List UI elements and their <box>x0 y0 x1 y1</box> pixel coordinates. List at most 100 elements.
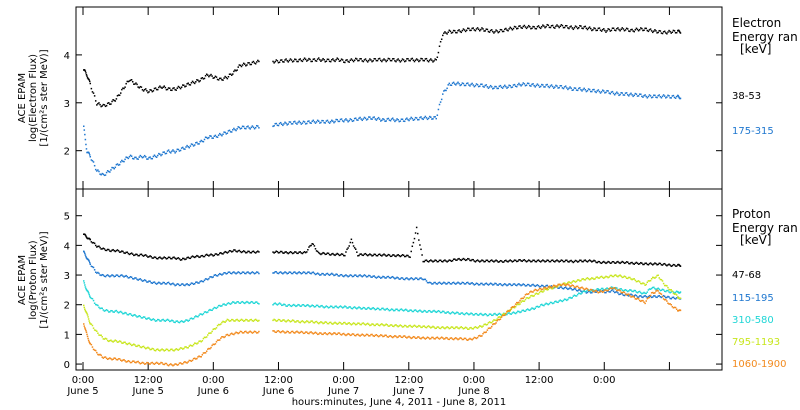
electron-point <box>164 86 167 89</box>
proton-point <box>123 341 125 344</box>
electron-point <box>237 126 239 128</box>
proton-point <box>322 251 324 254</box>
proton-point <box>276 330 279 332</box>
proton-point <box>171 283 173 285</box>
proton-point <box>240 318 243 321</box>
proton-point <box>310 244 312 247</box>
proton-point <box>569 287 571 289</box>
electron-point <box>415 58 418 60</box>
proton-point <box>516 284 518 287</box>
electron-point <box>304 58 307 61</box>
proton-point <box>370 333 372 336</box>
proton-point <box>189 283 192 286</box>
proton-point <box>92 327 95 329</box>
proton-point <box>438 327 441 330</box>
electron-point <box>301 122 304 124</box>
electron-point <box>420 57 422 60</box>
proton-point <box>199 340 201 342</box>
proton-point <box>358 274 360 277</box>
proton-point <box>282 319 284 321</box>
proton-point <box>496 314 498 316</box>
electron-point <box>245 127 247 130</box>
proton-point <box>447 326 449 329</box>
proton-point <box>172 320 174 322</box>
proton-point <box>220 337 222 339</box>
proton-point <box>603 290 605 293</box>
proton-point <box>662 289 665 291</box>
proton-point <box>235 302 237 304</box>
proton-point <box>88 260 90 262</box>
proton-point <box>498 312 501 315</box>
proton-point <box>428 309 431 312</box>
electron-point <box>398 59 401 62</box>
electron-point <box>88 80 91 83</box>
proton-point <box>410 325 412 328</box>
proton-point <box>126 343 129 346</box>
proton-point <box>493 323 495 325</box>
proton-point <box>322 306 324 308</box>
proton-point <box>356 323 358 326</box>
proton-point <box>278 271 281 274</box>
proton-point <box>139 278 142 280</box>
proton-point <box>378 324 381 327</box>
proton-point <box>218 304 221 307</box>
proton-point <box>289 305 292 307</box>
proton-point <box>608 261 610 263</box>
proton-point <box>500 314 503 316</box>
proton-point <box>382 254 384 256</box>
proton-point <box>580 259 582 262</box>
electron-point <box>275 122 278 125</box>
proton-point <box>340 273 343 276</box>
electron-point <box>361 60 364 62</box>
proton-point <box>668 263 670 265</box>
proton-point <box>661 264 664 266</box>
proton-point <box>600 287 603 290</box>
electron-point <box>592 88 594 91</box>
proton-point <box>334 321 336 324</box>
proton-point <box>229 320 232 322</box>
proton-point <box>542 284 544 287</box>
electron-point <box>244 63 246 65</box>
proton-point <box>129 252 132 255</box>
proton-point <box>235 319 237 321</box>
proton-point <box>300 252 303 254</box>
electron-point <box>171 150 173 153</box>
electron-point <box>398 120 401 123</box>
proton-point <box>511 306 514 309</box>
electron-point <box>608 92 610 94</box>
electron-point <box>233 70 235 73</box>
proton-point <box>92 266 95 269</box>
proton-point <box>599 276 602 278</box>
electron-legend-item-0: 38-53 <box>732 91 761 102</box>
proton-point <box>459 337 461 339</box>
proton-point <box>657 295 659 297</box>
proton-point <box>669 291 671 294</box>
proton-point <box>535 260 538 263</box>
proton-point <box>220 252 222 254</box>
proton-point <box>438 281 441 284</box>
proton-point <box>276 319 279 322</box>
proton-point <box>114 250 117 253</box>
proton-point <box>312 243 315 246</box>
proton-point <box>406 277 408 279</box>
proton-point <box>312 271 315 273</box>
electron-point <box>327 121 330 123</box>
proton-point <box>504 313 506 315</box>
electron-point <box>180 86 183 88</box>
proton-point <box>160 257 162 259</box>
proton-point <box>274 319 276 321</box>
proton-point <box>258 330 260 333</box>
electron-point <box>534 27 536 30</box>
proton-point <box>222 273 224 275</box>
proton-point <box>624 293 627 295</box>
proton-point <box>182 257 184 260</box>
proton-point <box>532 283 534 286</box>
proton-point <box>576 285 579 288</box>
proton-point <box>337 307 340 309</box>
proton-point <box>209 308 211 311</box>
proton-point <box>329 254 332 256</box>
electron-point <box>380 120 382 122</box>
proton-point <box>538 286 541 288</box>
proton-point <box>674 293 677 295</box>
proton-point <box>303 332 306 334</box>
